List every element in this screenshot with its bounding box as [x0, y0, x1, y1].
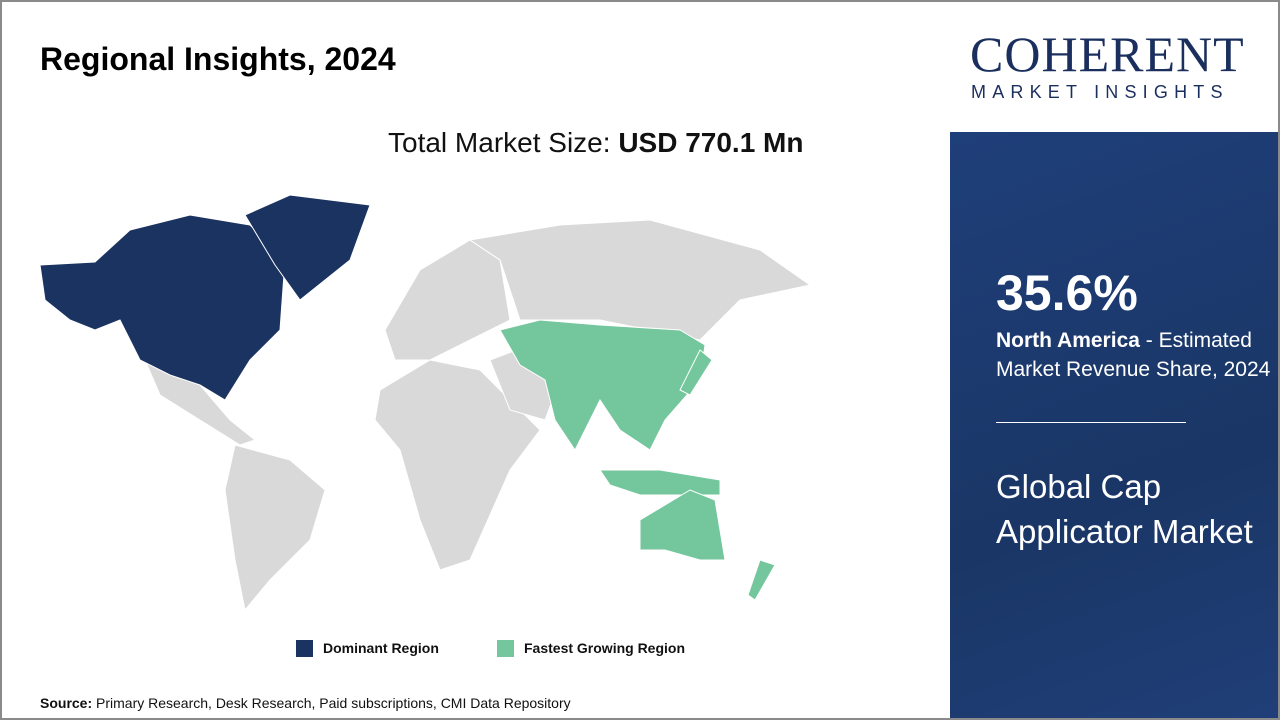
info-panel: 35.6% North America - Estimated Market R… — [950, 132, 1280, 720]
region-southeast-asia — [599, 469, 721, 496]
region-north-america — [39, 214, 286, 401]
region-japan — [679, 349, 713, 396]
region-asia — [499, 319, 706, 451]
region-greenland — [244, 194, 371, 301]
legend-dominant: Dominant Region — [296, 640, 439, 657]
share-description: North America - Estimated Market Revenue… — [996, 329, 1271, 381]
legend-swatch-dominant — [296, 640, 313, 657]
region-africa — [374, 359, 541, 571]
market-name: Global Cap Applicator Market — [996, 468, 1253, 550]
legend-swatch-fastest — [497, 640, 514, 657]
region-new-zealand — [747, 559, 776, 601]
total-market-size: Total Market Size: USD 770.1 Mn — [388, 127, 804, 158]
region-russia — [468, 219, 812, 341]
legend-fastest: Fastest Growing Region — [497, 640, 685, 657]
share-value: 35.6% — [996, 265, 1138, 321]
page-title: Regional Insights, 2024 — [40, 41, 396, 77]
region-latin-america — [144, 359, 257, 446]
region-south-america — [224, 444, 326, 612]
logo: COHERENT MARKET INSIGHTS — [950, 0, 1280, 132]
region-europe — [384, 239, 511, 361]
world-map — [39, 194, 812, 612]
source-note: Source: Primary Research, Desk Research,… — [40, 695, 571, 711]
region-australia — [639, 489, 726, 561]
total-market-value: USD 770.1 Mn — [618, 127, 804, 158]
divider — [996, 422, 1186, 423]
